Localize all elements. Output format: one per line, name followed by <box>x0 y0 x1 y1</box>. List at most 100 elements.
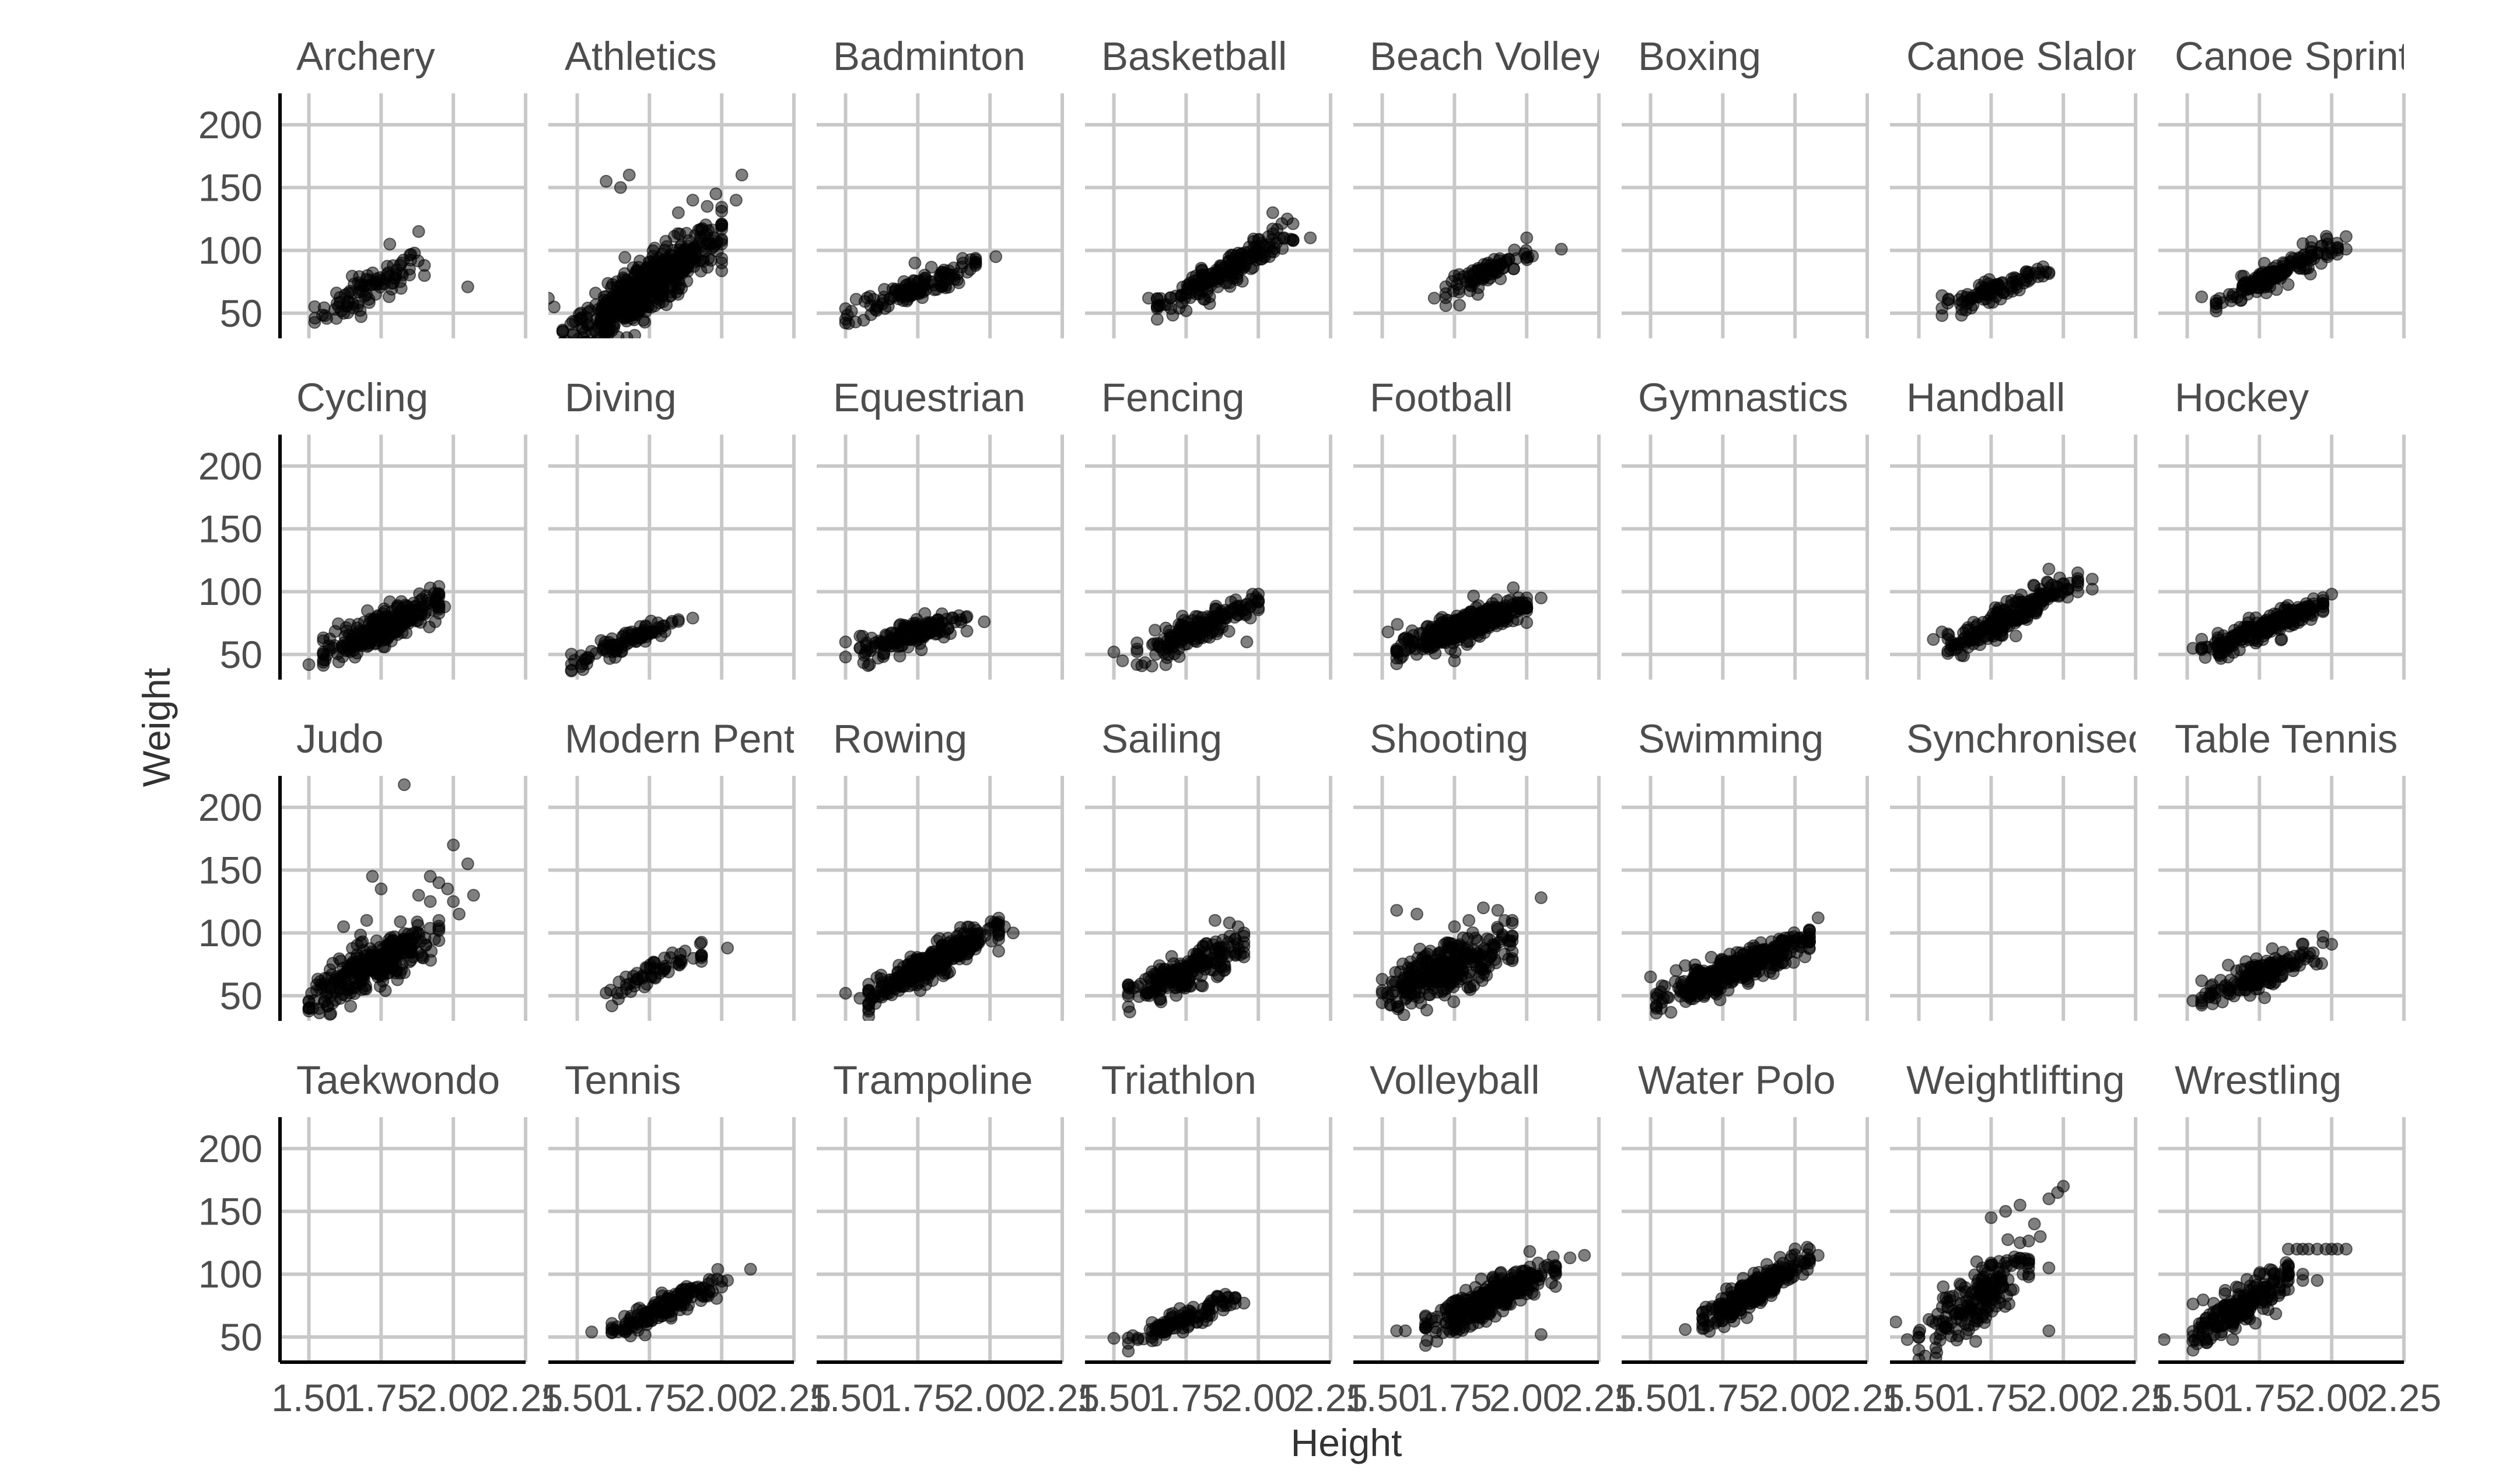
data-point <box>842 309 853 321</box>
y-tick-label: 100 <box>198 911 262 954</box>
data-point <box>1386 976 1398 988</box>
data-point <box>582 348 593 359</box>
data-point <box>1480 970 1492 981</box>
data-point <box>1161 299 1173 310</box>
data-point <box>660 960 671 972</box>
data-point <box>949 616 961 628</box>
data-point <box>888 291 900 302</box>
facet-rowing: Rowing <box>817 716 1062 1022</box>
data-point <box>416 593 428 605</box>
data-point <box>396 257 407 269</box>
data-point <box>2231 965 2242 977</box>
data-point <box>1678 975 1690 987</box>
data-point <box>303 1005 315 1017</box>
data-point <box>349 988 360 999</box>
data-point <box>716 265 727 277</box>
data-point <box>1396 639 1408 650</box>
data-point <box>895 630 907 642</box>
data-point <box>716 219 727 231</box>
data-point <box>840 636 852 648</box>
data-point <box>557 354 569 365</box>
data-point <box>619 251 631 263</box>
data-point <box>557 343 569 355</box>
facet-title: Football <box>1370 375 1513 420</box>
data-point <box>1178 614 1190 626</box>
data-point <box>697 256 709 267</box>
data-point <box>1391 905 1402 916</box>
data-point <box>1520 252 1532 264</box>
data-point <box>557 341 569 353</box>
data-point <box>362 270 373 281</box>
data-point <box>1454 299 1465 311</box>
data-point <box>566 664 578 676</box>
x-tick-label: 2.00 <box>416 1376 491 1419</box>
data-point <box>413 226 425 237</box>
data-point <box>659 244 671 256</box>
data-point <box>573 337 585 349</box>
data-point <box>447 895 459 907</box>
facet-title: Table Tennis <box>2175 716 2398 761</box>
data-point <box>369 615 380 627</box>
data-point <box>1990 291 2002 302</box>
data-point <box>1799 951 1811 963</box>
data-point <box>840 988 852 999</box>
facet-points <box>1927 564 2098 662</box>
data-point <box>990 251 1002 263</box>
data-point <box>2340 231 2352 243</box>
data-point <box>405 954 416 966</box>
data-point <box>986 935 998 947</box>
data-point <box>583 350 595 362</box>
data-point <box>1699 975 1711 987</box>
data-point <box>1996 278 2007 289</box>
data-point <box>333 656 345 668</box>
data-point <box>695 938 706 950</box>
data-point <box>1961 298 1973 310</box>
y-tick-label: 50 <box>220 1315 262 1359</box>
data-point <box>1223 625 1235 637</box>
data-point <box>1481 933 1493 944</box>
data-point <box>1448 996 1460 1007</box>
facet-points <box>542 169 748 387</box>
data-point <box>1169 636 1181 648</box>
data-point <box>936 940 948 952</box>
data-point <box>872 652 884 664</box>
data-point <box>345 1000 356 1012</box>
data-point <box>716 201 727 213</box>
data-point <box>317 632 329 643</box>
data-point <box>351 939 363 951</box>
data-point <box>1466 624 1478 635</box>
data-point <box>1210 600 1222 612</box>
data-point <box>1149 624 1161 636</box>
facet-equestrian: Equestrian <box>817 375 1062 680</box>
data-point <box>624 169 635 181</box>
data-point <box>722 942 733 954</box>
data-point <box>2305 254 2316 266</box>
data-point <box>557 350 569 362</box>
data-point <box>394 916 406 928</box>
data-point <box>911 614 922 625</box>
y-tick-label: 200 <box>198 445 262 488</box>
data-point <box>374 981 386 992</box>
data-point <box>557 341 569 352</box>
data-point <box>2326 589 2337 600</box>
data-point <box>1247 589 1258 600</box>
data-point <box>447 839 459 851</box>
facet-gymnastics: Gymnastics <box>1622 375 1867 680</box>
data-point <box>1467 927 1479 939</box>
data-point <box>1429 292 1440 304</box>
data-point <box>911 967 923 978</box>
data-point <box>1196 265 1208 277</box>
y-tick-label: 100 <box>198 570 262 613</box>
facet-title: Shooting <box>1370 716 1528 761</box>
data-point <box>626 291 638 303</box>
data-point <box>1942 298 1954 309</box>
data-point <box>1131 659 1143 670</box>
data-point <box>1252 604 1264 615</box>
data-point <box>863 1010 874 1022</box>
data-point <box>1404 984 1415 995</box>
data-point <box>557 340 569 351</box>
data-point <box>964 921 975 933</box>
y-tick-label: 150 <box>198 1190 262 1233</box>
